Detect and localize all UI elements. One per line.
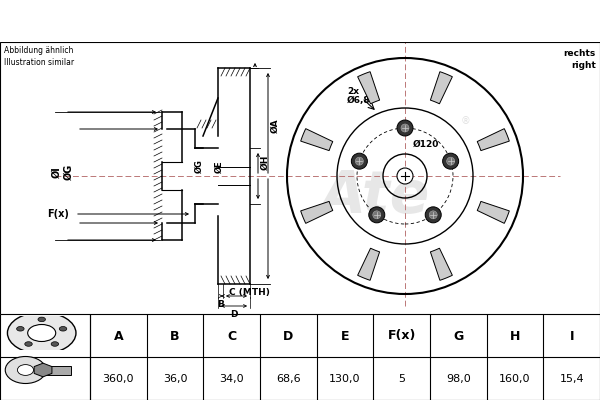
Text: C: C bbox=[227, 330, 236, 342]
Text: 34,0: 34,0 bbox=[220, 374, 244, 384]
Circle shape bbox=[369, 207, 385, 223]
Polygon shape bbox=[301, 129, 333, 151]
Text: rechts
right: rechts right bbox=[564, 49, 596, 70]
Text: 360,0: 360,0 bbox=[103, 374, 134, 384]
Text: C (MTH): C (MTH) bbox=[229, 288, 270, 296]
Text: 2x: 2x bbox=[347, 87, 359, 96]
Circle shape bbox=[51, 342, 59, 346]
Text: Ø120: Ø120 bbox=[413, 140, 439, 148]
Polygon shape bbox=[477, 201, 509, 223]
Text: 36,0: 36,0 bbox=[163, 374, 187, 384]
Circle shape bbox=[401, 124, 409, 132]
Text: 98,0: 98,0 bbox=[446, 374, 471, 384]
Polygon shape bbox=[430, 248, 452, 280]
Polygon shape bbox=[358, 248, 380, 280]
Circle shape bbox=[429, 211, 437, 219]
Polygon shape bbox=[430, 72, 452, 104]
Circle shape bbox=[397, 168, 413, 184]
Circle shape bbox=[17, 326, 24, 331]
Circle shape bbox=[443, 153, 458, 169]
Text: F(x): F(x) bbox=[388, 330, 416, 342]
Text: ®: ® bbox=[460, 116, 470, 126]
Circle shape bbox=[59, 326, 67, 331]
Text: ØI: ØI bbox=[52, 166, 62, 178]
Text: 5: 5 bbox=[398, 374, 405, 384]
Text: G: G bbox=[453, 330, 463, 342]
Circle shape bbox=[25, 342, 32, 346]
Text: D: D bbox=[283, 330, 293, 342]
Text: A: A bbox=[113, 330, 123, 342]
Text: 15,4: 15,4 bbox=[559, 374, 584, 384]
Text: Ate: Ate bbox=[320, 168, 430, 224]
Text: Ø6,8: Ø6,8 bbox=[347, 96, 371, 105]
Text: ØE: ØE bbox=[215, 160, 223, 173]
Text: ØA: ØA bbox=[271, 119, 280, 133]
Text: ØG: ØG bbox=[194, 159, 203, 173]
Circle shape bbox=[397, 120, 413, 136]
Text: ØH: ØH bbox=[261, 154, 270, 170]
Text: F(x): F(x) bbox=[47, 209, 69, 219]
Circle shape bbox=[17, 365, 34, 375]
Text: 436127: 436127 bbox=[386, 11, 473, 31]
Text: B: B bbox=[170, 330, 180, 342]
Text: 24.0136-0127.1: 24.0136-0127.1 bbox=[128, 11, 312, 31]
Text: I: I bbox=[569, 330, 574, 342]
Text: D: D bbox=[230, 310, 238, 319]
Circle shape bbox=[28, 324, 56, 342]
Circle shape bbox=[7, 312, 76, 354]
Circle shape bbox=[373, 211, 381, 219]
Circle shape bbox=[446, 157, 455, 165]
Text: Abbildung ähnlich
Illustration similar: Abbildung ähnlich Illustration similar bbox=[4, 46, 74, 67]
Circle shape bbox=[5, 356, 46, 384]
Bar bbox=[44, 366, 71, 374]
Circle shape bbox=[38, 317, 46, 322]
Text: 130,0: 130,0 bbox=[329, 374, 361, 384]
Text: ØG: ØG bbox=[64, 164, 74, 180]
Text: 160,0: 160,0 bbox=[499, 374, 531, 384]
Circle shape bbox=[355, 157, 364, 165]
Text: E: E bbox=[341, 330, 349, 342]
Polygon shape bbox=[301, 201, 333, 223]
Text: 68,6: 68,6 bbox=[276, 374, 301, 384]
Polygon shape bbox=[358, 72, 380, 104]
Circle shape bbox=[352, 153, 367, 169]
Text: B: B bbox=[217, 300, 224, 309]
Polygon shape bbox=[477, 129, 509, 151]
Circle shape bbox=[425, 207, 441, 223]
Text: H: H bbox=[510, 330, 520, 342]
